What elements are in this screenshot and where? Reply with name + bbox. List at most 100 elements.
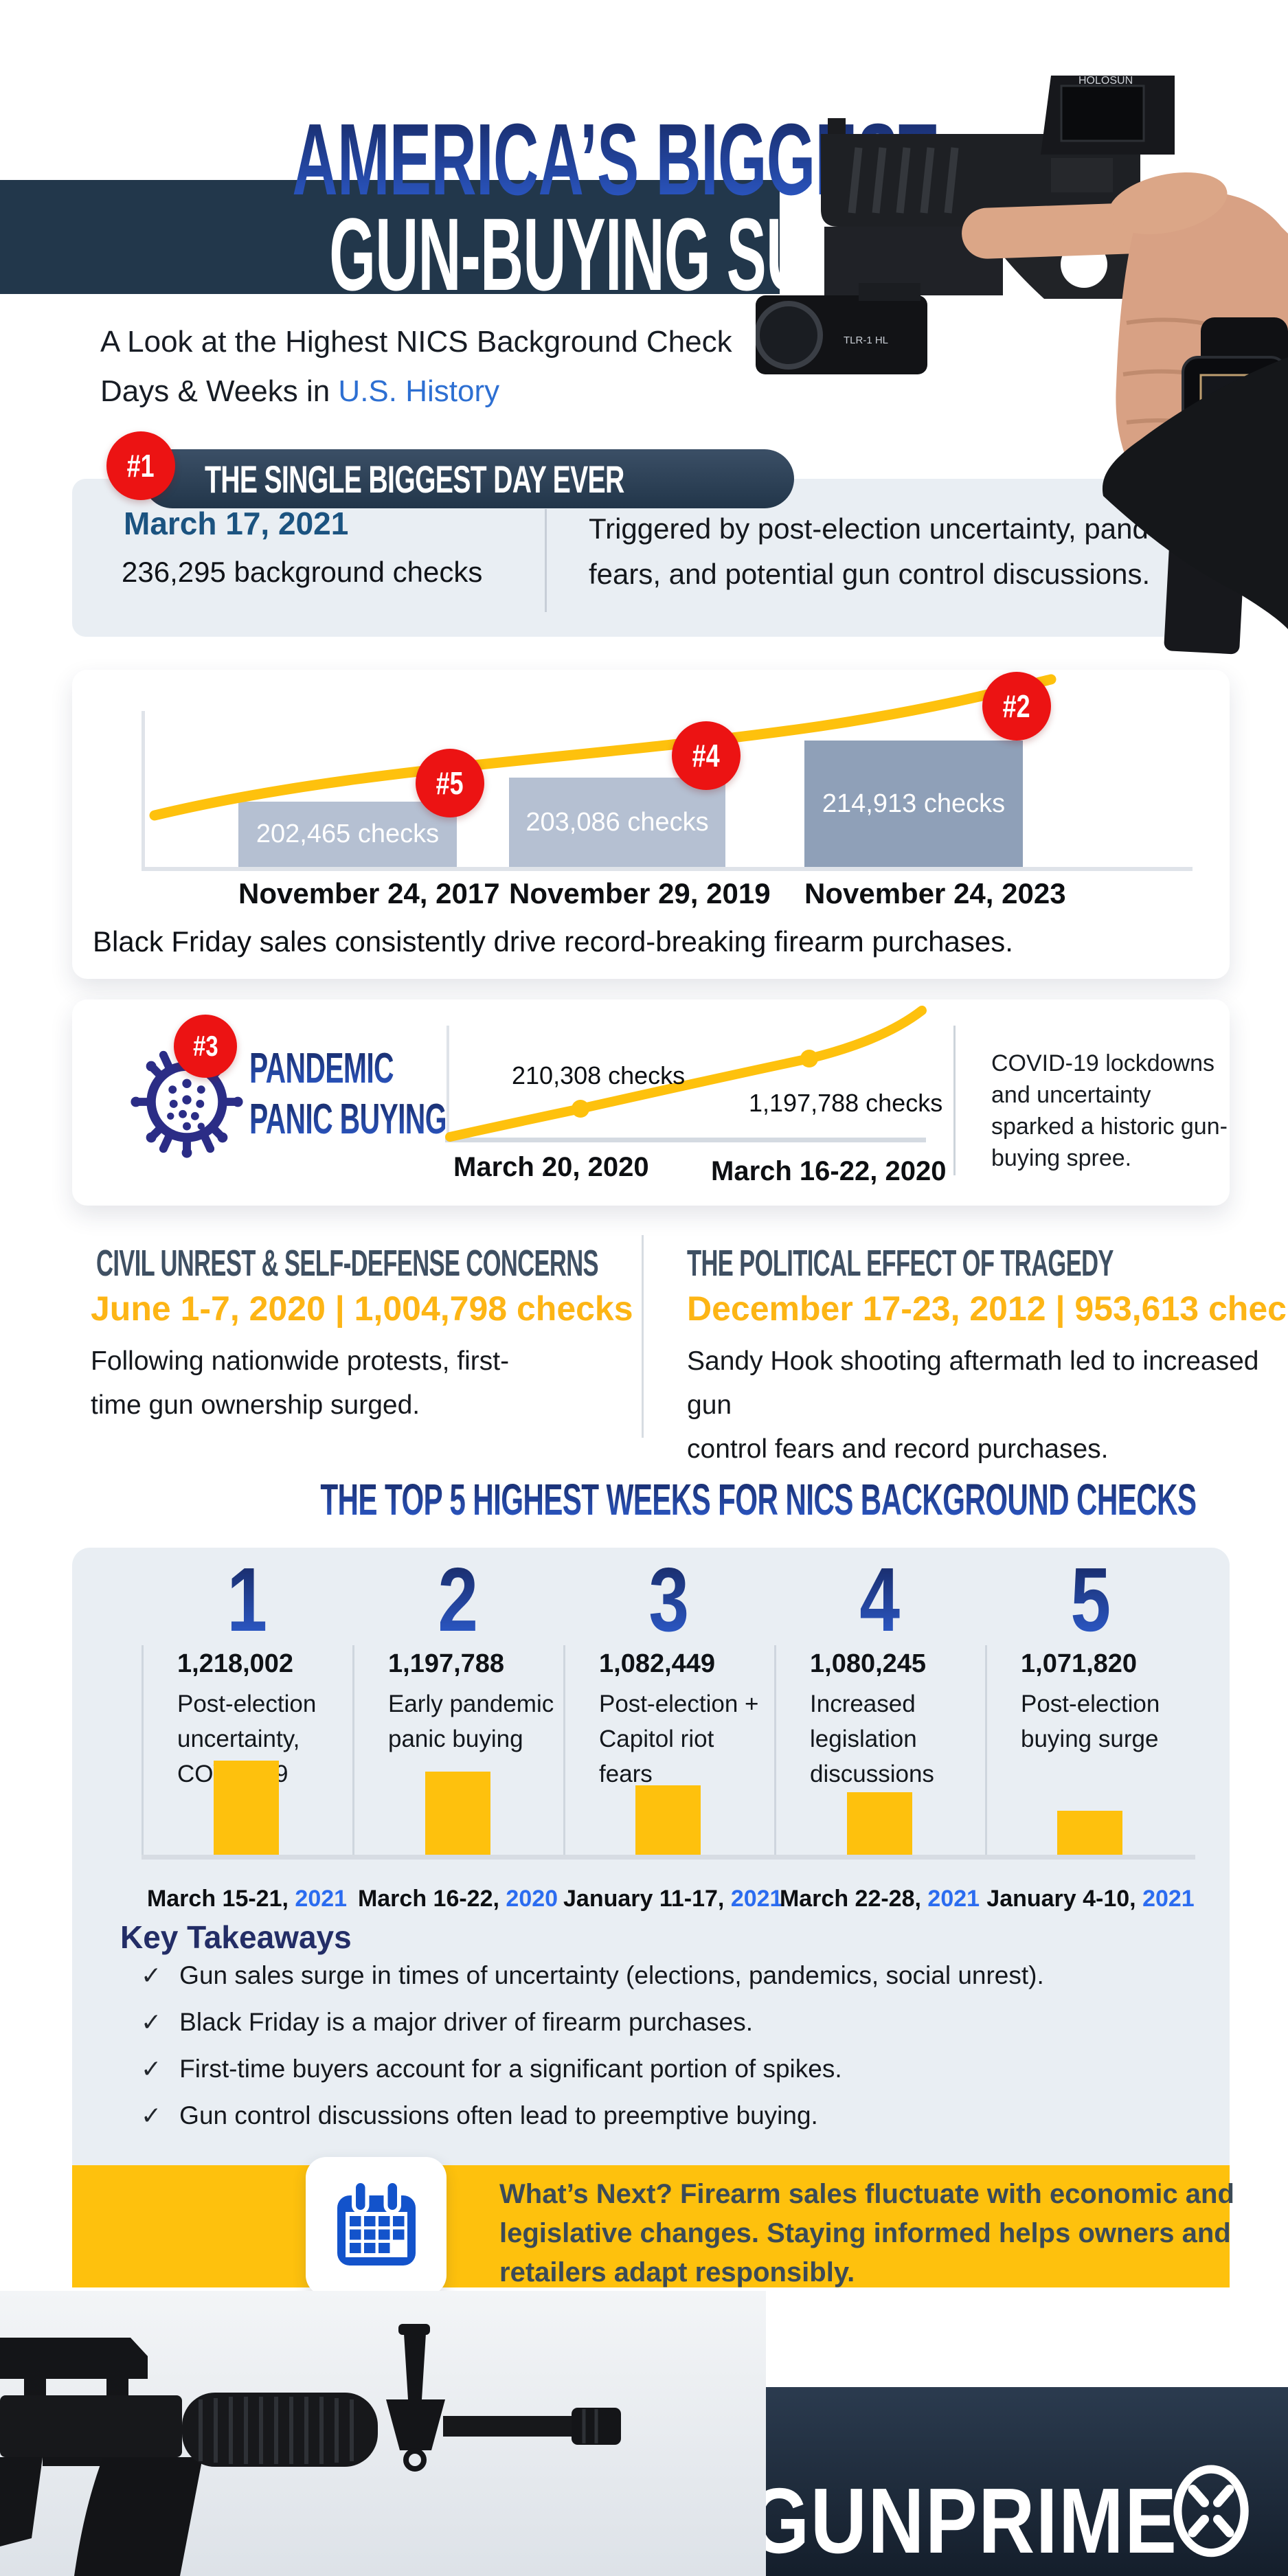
whats-next-banner [72,2165,1230,2287]
civil-unrest-stat: June 1-7, 2020 | 1,004,798 checks [91,1289,633,1328]
subtitle-line2: Days & Weeks in U.S. History [100,374,500,408]
column-divider [563,1645,565,1855]
single-day-title: THE SINGLE BIGGEST DAY EVER [205,457,624,501]
week4-bar [847,1792,912,1855]
tragedy-stat: December 17-23, 2012 | 953,613 checks [687,1289,1288,1328]
front-sight [828,118,846,134]
check-icon: ✓ [141,2009,162,2037]
rank-badge-1: #1 [106,431,175,500]
week2-value: 1,197,788 [388,1649,505,1678]
optic-brand-text: HOLOSUN [1078,75,1133,87]
top5-section-title: THE TOP 5 HIGHEST WEEKS FOR NICS BACKGRO… [320,1475,1197,1524]
black-friday-card: 202,465 checks 203,086 checks 214,913 ch… [72,670,1230,979]
civil-unrest-title: CIVIL UNREST & SELF-DEFENSE CONCERNS [96,1243,599,1284]
week5-value: 1,071,820 [1021,1649,1138,1678]
point2-date: March 16-22, 2020 [711,1156,947,1186]
chart-baseline [142,867,1193,871]
subtitle-highlight: U.S. History [338,374,500,408]
column-divider [352,1645,354,1855]
rank-number-3: 3 [648,1549,689,1650]
whats-next-text: What’s Next? Firearm sales fluctuate wit… [499,2179,1234,2287]
tragedy-title: THE POLITICAL EFFECT OF TRAGEDY [687,1243,1114,1284]
bar-date-2017: November 24, 2017 [238,877,500,909]
rank-badge-4: #4 [672,721,741,790]
brand-logo-text: GUNPRIME [749,2469,1178,2573]
divider [545,509,547,612]
pandemic-card: #3 PANDEMIC [72,999,1230,1206]
light-brand-text: TLR-1 HL [844,335,888,346]
check-icon: ✓ [141,2055,162,2083]
check-icon: ✓ [141,1962,162,1990]
rank-number-1: 1 [227,1549,267,1650]
bar-2023: 214,913 checks [804,741,1023,867]
column-divider [985,1645,987,1855]
week1-date: March 15-21, 2021 [146,1886,348,1912]
week3-value: 1,082,449 [599,1649,716,1678]
week1-value: 1,218,002 [177,1649,294,1678]
chart-y-axis [142,711,145,869]
subtitle-line1: A Look at the Highest NICS Background Ch… [100,325,732,359]
point2-label: 1,197,788 checks [749,1089,943,1117]
bar-2017: 202,465 checks [238,802,457,867]
chart-y-axis [447,1026,449,1140]
pistol-hand-photo: TLR-1 HL HOLOSUN [756,75,1288,655]
data-point-2 [800,1050,818,1067]
single-day-stat: 236,295 background checks [122,556,483,588]
bar-2019: 203,086 checks [509,778,725,867]
column-divider [642,1235,644,1438]
chart-baseline [142,1855,1195,1860]
chart-baseline [445,1138,926,1142]
brand-logo-icon [1173,2465,1249,2557]
black-friday-caption: Black Friday sales consistently drive re… [93,925,1013,958]
data-point-1 [572,1100,589,1118]
week4-desc: Increased legislation discussions [810,1691,934,1787]
week2-desc: Early pandemic panic buying [388,1691,554,1752]
pandemic-description: COVID-19 lockdowns and uncertainty spark… [991,1050,1228,1171]
rifle-silhouette [0,2324,621,2576]
week3-desc: Post-election + Capitol riot fears [599,1691,759,1787]
pandemic-title: PANDEMIC PANIC BUYING [249,1043,548,1145]
subtitle: A Look at the Highest NICS Background Ch… [100,317,732,416]
check-icon: ✓ [141,2102,162,2130]
rank-number-4: 4 [859,1549,900,1650]
week3-bar [635,1785,701,1855]
thumb [1108,172,1228,234]
rank-badge-5: #5 [416,749,484,817]
single-day-header-bar: THE SINGLE BIGGEST DAY EVER [143,449,794,508]
slide-serrations [848,147,959,214]
week2-bar [425,1772,490,1855]
single-day-date: March 17, 2021 [124,506,349,541]
takeaway-item: ✓ Gun sales surge in times of uncertainty… [141,1961,1044,1990]
week4-date: March 22-28, 2021 [779,1886,980,1912]
point1-date: March 20, 2020 [453,1152,649,1182]
top5-card: 1 2 3 4 5 1,218,002 1,197,788 1,082,449 … [72,1548,1230,2287]
single-day-description: Triggered by post-election uncertainty, … [589,512,1210,590]
pandemic-line-chart [445,1006,927,1142]
tragedy-description: Sandy Hook shooting aftermath led to inc… [687,1346,1259,1464]
bar-date-2023: November 24, 2023 [804,877,1066,909]
key-takeaways-title: Key Takeaways [120,1919,352,1955]
week5-date: January 4-10, 2021 [986,1886,1195,1912]
week3-date: January 11-17, 2021 [563,1886,783,1912]
rank-number-5: 5 [1070,1549,1111,1650]
takeaway-item: ✓ First-time buyers account for a signifi… [141,2055,842,2083]
rifle-photo [0,2291,766,2576]
rank-badge-3: #3 [174,1015,237,1078]
sleeve [1102,357,1288,629]
takeaway-item: ✓ Gun control discussions often lead to p… [141,2101,818,2130]
point1-label: 210,308 checks [512,1061,686,1089]
divider [953,1026,956,1175]
column-divider [142,1645,144,1855]
week5-desc: Post-election buying surge [1021,1691,1160,1752]
bar-date-2019: November 29, 2019 [509,877,771,909]
week4-value: 1,080,245 [810,1649,927,1678]
week2-date: March 16-22, 2020 [357,1886,558,1912]
rank-number-2: 2 [438,1549,478,1650]
takeaway-item: ✓ Black Friday is a major driver of firea… [141,2008,753,2037]
calendar-icon [337,2179,416,2266]
title-navy-band [0,180,780,294]
column-divider [774,1645,776,1855]
calendar-icon-card [306,2157,447,2296]
week1-bar [214,1761,279,1855]
